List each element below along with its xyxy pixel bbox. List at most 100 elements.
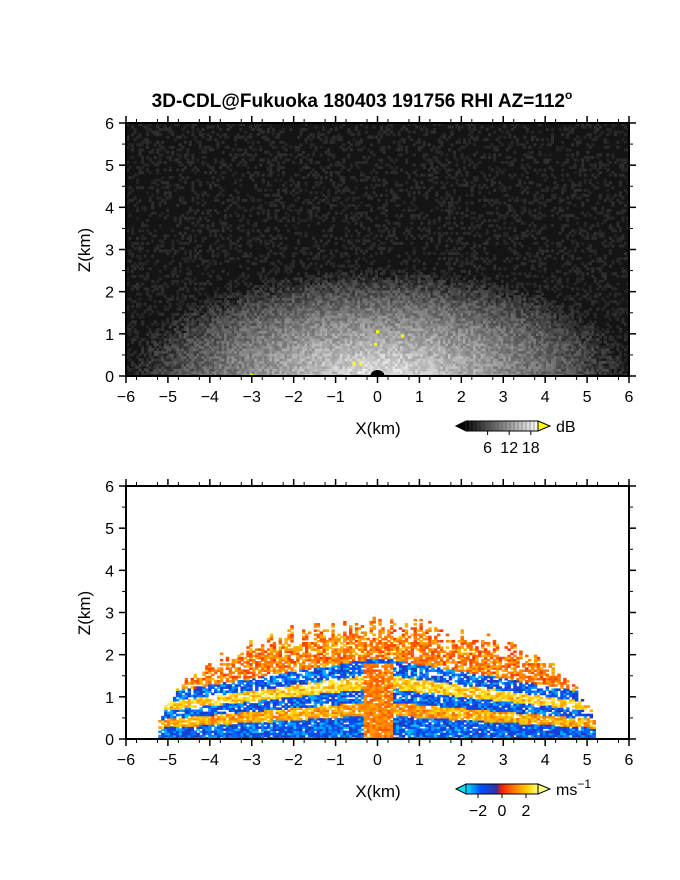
backscatter-cell xyxy=(208,340,213,344)
backscatter-cell xyxy=(359,330,363,334)
backscatter-cell xyxy=(234,246,238,250)
backscatter-cell xyxy=(304,176,308,180)
backscatter-cell xyxy=(357,358,361,362)
backscatter-cell xyxy=(166,373,170,376)
backscatter-cell xyxy=(309,274,313,278)
backscatter-cell xyxy=(256,330,260,334)
backscatter-cell xyxy=(334,302,338,306)
backscatter-cell xyxy=(314,191,318,195)
backscatter-cell xyxy=(314,239,318,243)
backscatter-cell xyxy=(271,343,275,347)
backscatter-cell xyxy=(372,125,376,129)
backscatter-cell xyxy=(259,325,263,329)
backscatter-cell xyxy=(196,158,200,162)
backscatter-cell xyxy=(239,358,243,362)
backscatter-cell xyxy=(284,350,288,354)
backscatter-cell xyxy=(332,358,336,362)
backscatter-cell xyxy=(377,292,381,296)
backscatter-cell xyxy=(279,302,283,306)
backscatter-cell xyxy=(188,295,192,299)
backscatter-cell xyxy=(208,297,213,301)
backscatter-cell xyxy=(312,274,316,278)
backscatter-cell xyxy=(385,370,389,374)
backscatter-cell xyxy=(362,325,366,329)
backscatter-cell xyxy=(148,353,152,357)
backscatter-cell xyxy=(357,160,361,164)
backscatter-cell xyxy=(274,307,278,311)
backscatter-cell xyxy=(188,320,192,324)
backscatter-cell xyxy=(133,246,137,250)
backscatter-cell xyxy=(224,292,228,296)
backscatter-cell xyxy=(317,368,321,372)
backscatter-cell xyxy=(201,310,205,314)
backscatter-cell xyxy=(302,282,306,286)
backscatter-cell xyxy=(261,310,265,314)
backscatter-cell xyxy=(299,345,303,349)
backscatter-cell xyxy=(146,358,150,362)
backscatter-cell xyxy=(188,340,192,344)
backscatter-cell xyxy=(181,345,185,349)
backscatter-cell xyxy=(181,163,185,167)
backscatter-cell xyxy=(219,221,223,225)
backscatter-cell xyxy=(158,249,162,253)
backscatter-cell xyxy=(271,327,275,331)
backscatter-cell xyxy=(166,307,170,311)
backscatter-cell xyxy=(380,160,384,164)
backscatter-cell xyxy=(324,350,328,354)
backscatter-cell xyxy=(246,307,250,311)
backscatter-cell xyxy=(266,332,270,337)
backscatter-cell xyxy=(332,368,336,372)
backscatter-cell xyxy=(143,125,147,129)
backscatter-cell xyxy=(261,358,265,362)
backscatter-cell xyxy=(156,133,160,137)
backscatter-cell xyxy=(329,171,333,175)
backscatter-cell xyxy=(146,241,150,245)
backscatter-cell xyxy=(299,262,303,266)
backscatter-cell xyxy=(236,226,240,230)
backscatter-cell xyxy=(178,360,182,364)
backscatter-cell xyxy=(286,317,290,321)
backscatter-cell xyxy=(334,128,338,132)
backscatter-cell xyxy=(198,355,202,359)
backscatter-cell xyxy=(211,368,215,372)
backscatter-cell xyxy=(234,135,238,139)
backscatter-cell xyxy=(246,317,250,321)
backscatter-cell xyxy=(224,307,228,311)
backscatter-cell xyxy=(347,305,351,309)
backscatter-cell xyxy=(244,160,248,164)
backscatter-cell xyxy=(148,327,152,331)
backscatter-cell xyxy=(161,249,165,253)
backscatter-cell xyxy=(357,368,361,372)
backscatter-cell xyxy=(226,198,230,202)
backscatter-cell xyxy=(136,246,140,250)
backscatter-cell xyxy=(264,284,268,288)
backscatter-cell xyxy=(279,348,283,352)
backscatter-cell xyxy=(236,163,240,167)
backscatter-cell xyxy=(181,241,185,245)
backscatter-cell xyxy=(234,358,238,362)
backscatter-cell xyxy=(334,203,338,207)
backscatter-cell xyxy=(382,241,386,245)
backscatter-cell xyxy=(377,353,381,357)
backscatter-cell xyxy=(372,317,376,321)
backscatter-cell xyxy=(359,148,363,152)
backscatter-cell xyxy=(279,241,283,245)
backscatter-cell xyxy=(136,332,140,337)
backscatter-cell xyxy=(254,297,258,301)
backscatter-cell xyxy=(201,335,205,339)
backscatter-cell xyxy=(214,231,218,235)
backscatter-cell xyxy=(176,295,180,299)
backscatter-cell xyxy=(166,320,170,324)
backscatter-cell xyxy=(319,287,323,291)
backscatter-cell xyxy=(362,211,366,215)
backscatter-cell xyxy=(276,300,280,304)
backscatter-cell xyxy=(274,214,278,218)
backscatter-cell xyxy=(337,343,341,347)
backscatter-cell xyxy=(286,289,290,294)
backscatter-cell xyxy=(385,355,389,359)
backscatter-cell xyxy=(244,295,248,299)
backscatter-cell xyxy=(382,338,386,342)
backscatter-cell xyxy=(214,373,218,376)
backscatter-cell xyxy=(158,145,162,149)
backscatter-cell xyxy=(229,368,233,372)
